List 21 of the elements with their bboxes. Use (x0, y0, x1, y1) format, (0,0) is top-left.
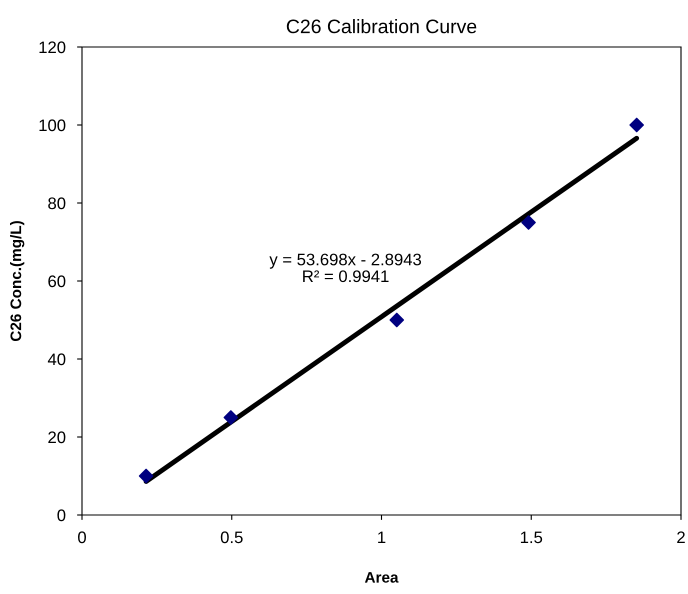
y-tick-label: 20 (48, 431, 66, 444)
x-tick-label: 1 (378, 532, 386, 544)
x-tick-label: 2 (677, 531, 685, 544)
point (389, 312, 404, 328)
chart-title: C26 Calibration Curve (286, 19, 476, 34)
y-tick-label: 40 (48, 353, 66, 366)
y-tick-label: 120 (39, 41, 66, 54)
point (629, 118, 644, 132)
y-tick-label: 0 (57, 509, 66, 522)
y-tick-label: 60 (48, 275, 66, 288)
x-tick-label: 0.5 (220, 531, 243, 544)
y-tick-label: 100 (39, 119, 66, 132)
point (521, 215, 536, 230)
x-tick-label: 0 (78, 531, 86, 544)
point (224, 410, 238, 425)
y-tick-label: 80 (48, 197, 66, 210)
point (138, 468, 154, 484)
annotation: y = 53.698x - 2.8943 R² = 0.9941 (269, 254, 422, 282)
x-axis-title: Area (364, 572, 399, 583)
y-axis-title: C26 Conc.(mg/L) (10, 221, 24, 342)
x-tick-label: 1.5 (520, 532, 542, 544)
